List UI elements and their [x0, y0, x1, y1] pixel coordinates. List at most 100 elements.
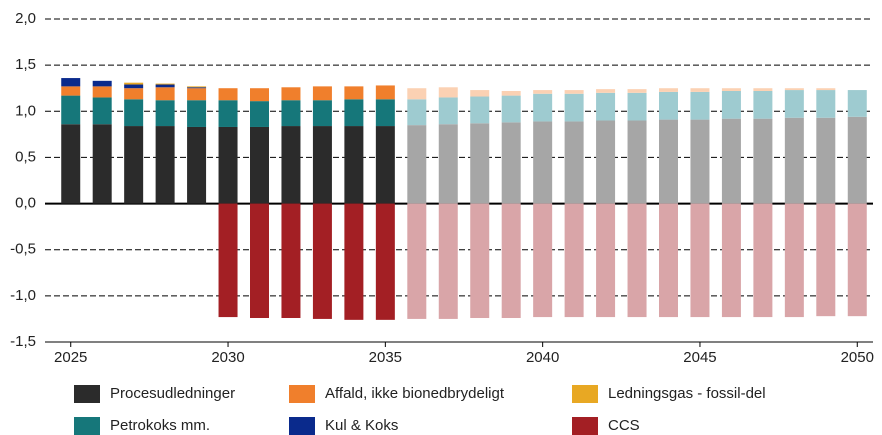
bar-segment — [218, 100, 238, 127]
bar-segment — [438, 124, 458, 204]
bar-segment — [784, 90, 804, 118]
bar-segment — [753, 118, 773, 204]
bar-segment — [847, 203, 867, 317]
bar-segment — [250, 88, 269, 102]
y-tick-label: 0,5 — [15, 148, 36, 165]
bar-segment — [659, 91, 678, 120]
bar-segment — [92, 86, 112, 98]
bar-segment — [596, 120, 616, 204]
y-tick-label: 1,0 — [15, 102, 36, 119]
bar-segment — [690, 91, 710, 120]
bar-segment — [250, 101, 269, 127]
bar-segment — [187, 88, 207, 101]
bar-segment — [784, 88, 804, 91]
bar-segment — [375, 85, 395, 100]
bar-segment — [470, 96, 490, 124]
legend-label: Ledningsgas - fossil-del — [608, 385, 766, 402]
bar-segment — [533, 121, 553, 204]
bar-segment — [61, 86, 81, 96]
bar-segment — [816, 117, 836, 204]
bar-segment — [61, 78, 81, 87]
bar-segment — [564, 121, 584, 204]
bar-segment — [721, 118, 741, 204]
legend-swatch — [572, 417, 598, 435]
bar-segment — [438, 203, 458, 319]
bar-segment — [124, 88, 144, 100]
bar-segment — [344, 203, 364, 320]
y-tick-label: -0,5 — [10, 241, 36, 258]
bar-segment — [375, 126, 395, 204]
bar-segment — [375, 203, 395, 320]
bar-segment — [155, 87, 175, 101]
bar-segment — [753, 203, 773, 318]
legend-swatch — [74, 417, 100, 435]
bar-segment — [312, 126, 332, 204]
bar-segment — [187, 86, 207, 88]
y-tick-label: -1,5 — [10, 333, 36, 350]
bar-segment — [721, 203, 741, 318]
bar-segment — [627, 89, 647, 93]
bar-segment — [847, 90, 867, 117]
bar-segment — [124, 99, 144, 127]
bar-segment — [250, 203, 269, 319]
bar-segment — [281, 203, 301, 319]
bar-segment — [721, 88, 741, 91]
bar-segment — [659, 119, 678, 204]
bar-segment — [124, 82, 144, 85]
x-tick-label: 2030 — [211, 349, 244, 366]
bar-segment — [533, 93, 553, 122]
bar-segment — [753, 90, 773, 119]
bar-segment — [218, 126, 238, 204]
bar-segment — [250, 126, 269, 204]
bar-segment — [312, 86, 332, 101]
bar-segment — [659, 203, 678, 318]
bar-segment — [690, 119, 710, 204]
legend-label: CCS — [608, 417, 640, 434]
x-tick-label: 2050 — [841, 349, 874, 366]
y-tick-label: 0,0 — [15, 195, 36, 212]
bar-segment — [847, 116, 867, 204]
legend-swatch — [289, 385, 315, 403]
bar-segment — [218, 88, 238, 101]
bar-segment — [816, 90, 836, 118]
bar-segment — [470, 123, 490, 204]
bar-segment — [155, 84, 175, 88]
bar-segment — [344, 86, 364, 100]
bar-segment — [312, 203, 332, 319]
bar-segment — [407, 99, 427, 126]
bar-segment — [407, 125, 427, 204]
bar-segment — [438, 87, 458, 98]
bar-segment — [155, 100, 175, 127]
bar-segment — [344, 99, 364, 127]
legend-label: Procesudledninger — [110, 385, 235, 402]
bar-segment — [627, 203, 647, 318]
bar-segment — [281, 87, 301, 101]
bar-segment — [187, 126, 207, 204]
y-tick-label: 1,5 — [15, 56, 36, 73]
bar-segment — [564, 203, 584, 318]
bar-segment — [61, 95, 81, 125]
bar-segment — [344, 126, 364, 204]
legend-label: Kul & Koks — [325, 417, 398, 434]
bar-segment — [218, 203, 238, 318]
bar-segment — [92, 97, 112, 125]
bar-segment — [501, 90, 521, 96]
bar-segment — [501, 122, 521, 204]
bar-segment — [124, 126, 144, 204]
bar-segment — [627, 120, 647, 204]
legend-label: Affald, ikke bionedbrydeligt — [325, 385, 505, 402]
legend-label: Petrokoks mm. — [110, 417, 210, 434]
bar-segment — [501, 95, 521, 123]
bar-segment — [753, 88, 773, 91]
bar-segment — [690, 88, 710, 92]
bar-segment — [659, 88, 678, 92]
bar-segment — [124, 84, 144, 89]
bar-segment — [816, 203, 836, 317]
bar-segment — [564, 90, 584, 94]
bar-segment — [187, 87, 207, 89]
bar-segment — [627, 92, 647, 121]
bar-segment — [92, 80, 112, 87]
bar-segment — [407, 203, 427, 319]
bar-segment — [92, 124, 112, 204]
